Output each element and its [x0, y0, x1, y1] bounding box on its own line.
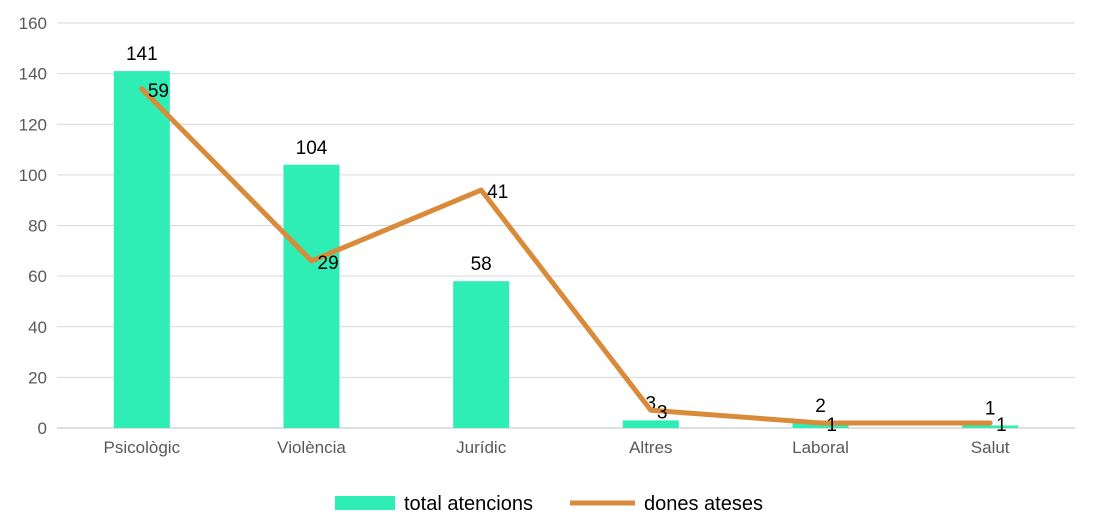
bar-data-label: 2: [815, 396, 826, 417]
x-tick-label: Violència: [277, 438, 346, 457]
line-series: [139, 86, 993, 426]
bar: [453, 281, 510, 428]
legend-label-total-atencions: total atencions: [404, 493, 533, 515]
line-data-label: 59: [148, 81, 169, 102]
bar: [962, 425, 1019, 428]
y-tick-label: 120: [19, 115, 47, 134]
bar-series: [113, 71, 1019, 428]
y-tick-label: 20: [28, 368, 47, 387]
y-tick-label: 0: [38, 419, 47, 438]
y-tick-label: 160: [19, 14, 47, 33]
line-data-label: 29: [318, 253, 339, 274]
bar-data-label: 3: [646, 393, 657, 414]
gridlines: [57, 22, 1075, 429]
bar-data-label: 141: [126, 44, 158, 65]
x-tick-label: Salut: [971, 438, 1010, 457]
y-tick-label: 60: [28, 267, 47, 286]
line-path: [139, 86, 993, 426]
bar: [113, 71, 170, 428]
line-data-label: 3: [657, 402, 668, 423]
bar-data-label: 1: [985, 398, 996, 419]
line-data-label: 1: [827, 415, 838, 436]
bar-data-labels: 141 104 58 3 2 1: [126, 44, 995, 419]
y-axis-ticks: 0 20 40 60 80 100 120 140 160: [19, 14, 47, 438]
legend-label-dones-ateses: dones ateses: [644, 493, 763, 515]
bar-data-label: 104: [296, 138, 328, 159]
x-tick-label: Jurídic: [456, 438, 507, 457]
line-data-label: 1: [996, 415, 1007, 436]
bar: [792, 422, 849, 428]
bar: [622, 420, 679, 428]
bar: [283, 164, 340, 428]
line-data-label: 41: [487, 182, 508, 203]
x-tick-label: Laboral: [792, 438, 849, 457]
x-tick-label: Altres: [629, 438, 672, 457]
bar-data-label: 58: [471, 254, 492, 275]
y-tick-label: 80: [28, 217, 47, 236]
legend: total atencions dones ateses: [335, 493, 763, 515]
y-tick-label: 140: [19, 65, 47, 84]
y-tick-label: 100: [19, 166, 47, 185]
y-tick-label: 40: [28, 318, 47, 337]
x-axis-ticks: Psicològic Violència Jurídic Altres Laboral S…: [104, 438, 1010, 457]
x-tick-label: Psicològic: [104, 438, 181, 457]
legend-swatch-total-atencions: [335, 496, 395, 510]
